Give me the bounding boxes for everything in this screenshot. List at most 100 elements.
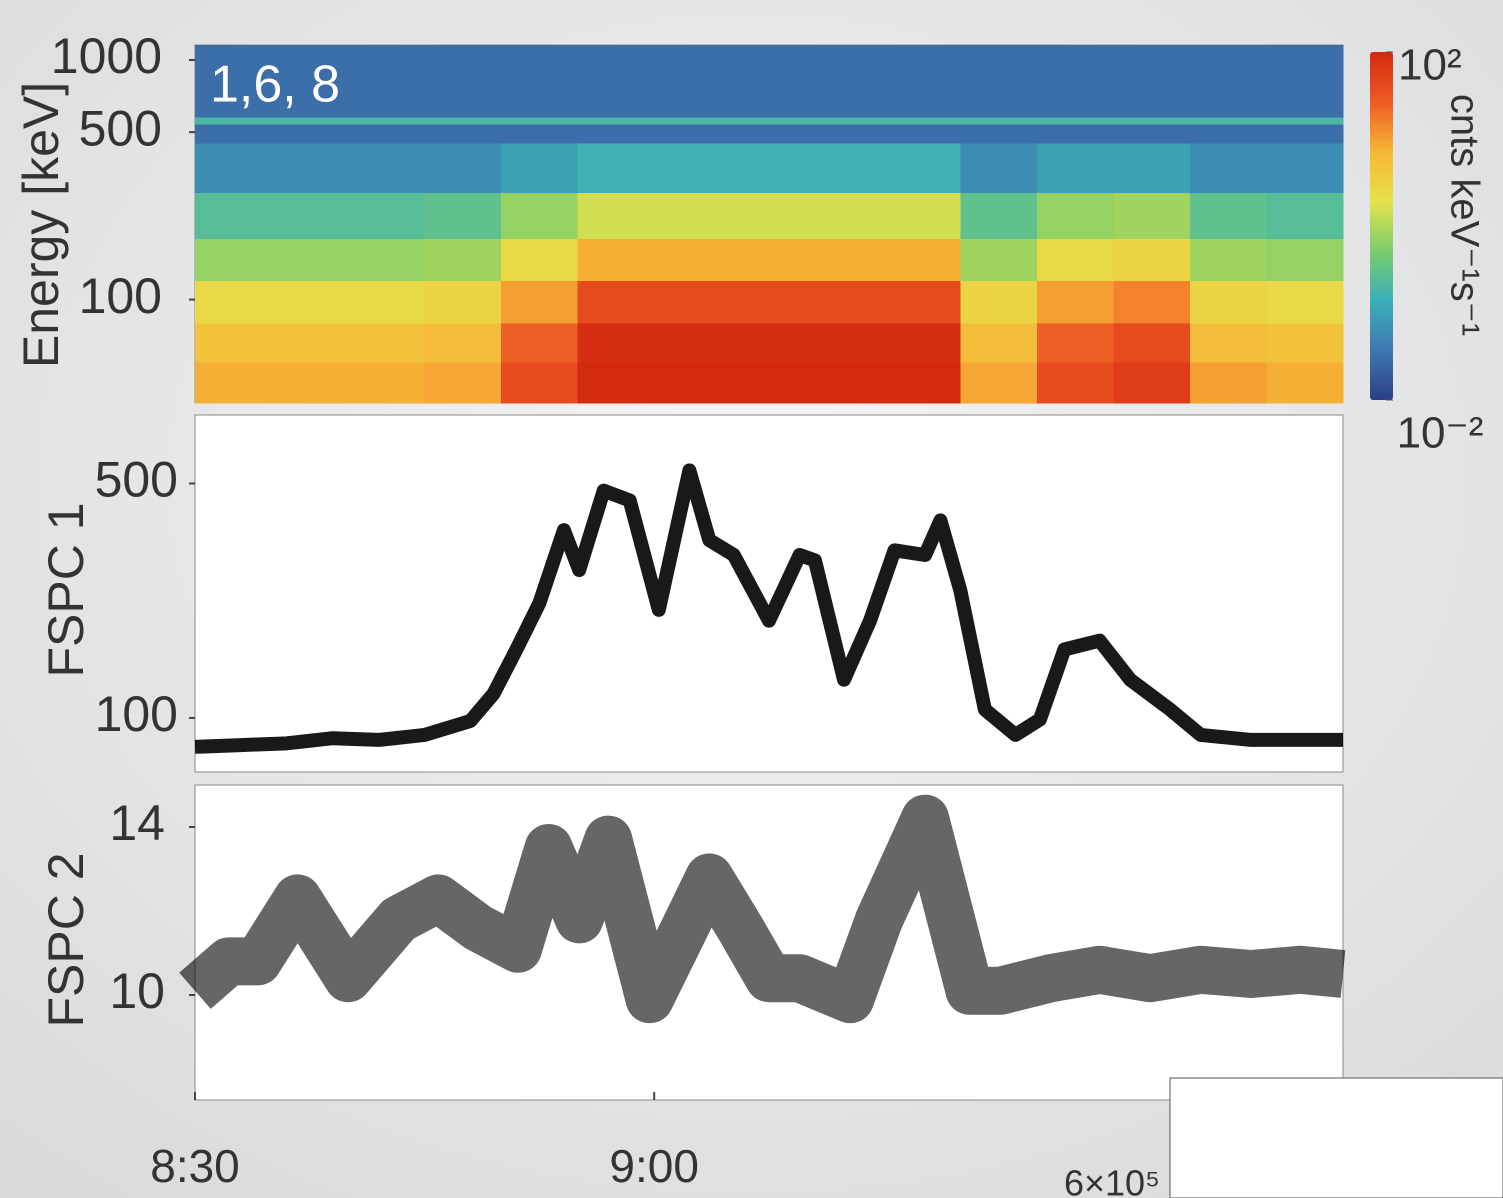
colorbar-label: cnts keV⁻¹s⁻¹: [1442, 94, 1486, 336]
heatmap-cell: [960, 192, 1038, 240]
heatmap-cell: [730, 361, 808, 404]
heatmap-cell: [577, 280, 655, 324]
heatmap-cell: [1189, 143, 1268, 194]
heatmap-cell: [577, 143, 655, 194]
heatmap-cell: [730, 322, 808, 363]
heatmap-cell: [1189, 238, 1268, 282]
heatmap-cell: [1189, 322, 1268, 363]
heatmap-cell: [1189, 280, 1268, 324]
heatmap-cell: [1189, 192, 1268, 240]
heatmap-cell: [654, 238, 732, 282]
y-tick-label: 100: [79, 268, 162, 324]
heatmap-cell: [654, 124, 732, 144]
heatmap-cell: [883, 361, 961, 404]
heatmap-cell: [1189, 116, 1268, 125]
heatmap-cell: [1189, 45, 1268, 118]
heatmap-cell: [1113, 116, 1191, 125]
y-tick-label: 100: [95, 686, 178, 742]
heatmap-cell: [195, 361, 273, 404]
heatmap-cell: [960, 361, 1038, 404]
heatmap-cell: [807, 143, 885, 194]
heatmap-cell: [195, 45, 273, 118]
heatmap-cell: [1266, 116, 1344, 125]
heatmap-cell: [1113, 238, 1191, 282]
heatmap-cell: [807, 192, 885, 240]
heatmap-cell: [577, 116, 655, 125]
heatmap-cell: [654, 322, 732, 363]
heatmap-cell: [501, 192, 579, 240]
heatmap-cell: [960, 143, 1038, 194]
heatmap-cell: [195, 143, 273, 194]
heatmap-cell: [1036, 280, 1114, 324]
heatmap-cell: [730, 116, 808, 125]
y-tick-label: 500: [95, 452, 178, 508]
colorbar: [1370, 52, 1393, 400]
heatmap-cell: [1266, 143, 1344, 194]
heatmap-cell: [501, 322, 579, 363]
heatmap-cell: [654, 45, 732, 118]
heatmap-cell: [424, 143, 502, 194]
heatmap-cell: [501, 116, 579, 125]
heatmap-cell: [1189, 124, 1268, 144]
heatmap-cell: [1113, 322, 1191, 363]
heatmap-cell: [271, 124, 349, 144]
colorbar-tick-label: 10²: [1398, 41, 1462, 90]
y-axis-label: FSPC 1: [38, 502, 94, 677]
heatmap-cell: [195, 124, 273, 144]
heatmap-cell: [654, 192, 732, 240]
heatmap-cell: [1113, 280, 1191, 324]
heatmap-cell: [730, 238, 808, 282]
inset-tick-label: 6×10⁵: [1064, 1163, 1160, 1198]
heatmap-cell: [1113, 361, 1191, 404]
y-tick-label: 14: [109, 795, 165, 851]
heatmap-cell: [271, 280, 349, 324]
heatmap-cell: [195, 192, 273, 240]
heatmap-cell: [730, 280, 808, 324]
heatmap-cell: [195, 116, 273, 125]
heatmap-cell: [883, 143, 961, 194]
y-tick-label: 500: [79, 100, 162, 156]
heatmap-cell: [1266, 45, 1344, 118]
heatmap-cell: [960, 280, 1038, 324]
heatmap-cell: [654, 116, 732, 125]
heatmap-cell: [883, 280, 961, 324]
heatmap-cell: [654, 143, 732, 194]
annotation: 1,6, 8: [210, 56, 340, 114]
heatmap-cell: [348, 192, 426, 240]
heatmap-cell: [271, 192, 349, 240]
heatmap-cell: [424, 116, 502, 125]
heatmap-cell: [348, 322, 426, 363]
heatmap-cell: [271, 116, 349, 125]
heatmap-cell: [577, 361, 655, 404]
colorbar-tick-label: 10⁻²: [1397, 409, 1484, 458]
heatmap-cell: [1036, 322, 1114, 363]
heatmap-cell: [730, 143, 808, 194]
heatmap-cell: [960, 116, 1038, 125]
heatmap-cell: [654, 280, 732, 324]
heatmap-cell: [501, 124, 579, 144]
heatmap-cell: [348, 143, 426, 194]
heatmap-cell: [1266, 361, 1344, 404]
heatmap-cell: [1036, 238, 1114, 282]
heatmap-cell: [348, 45, 426, 118]
heatmap-cell: [424, 361, 502, 404]
heatmap-cell: [195, 238, 273, 282]
heatmap-cell: [271, 322, 349, 363]
heatmap-cell: [1113, 124, 1191, 144]
heatmap-cell: [807, 280, 885, 324]
heatmap-cell: [1113, 143, 1191, 194]
y-tick-label: 1000: [51, 28, 162, 84]
heatmap-cell: [577, 322, 655, 363]
heatmap-cell: [1036, 45, 1114, 118]
heatmap-cell: [1036, 192, 1114, 240]
heatmap-cell: [1266, 280, 1344, 324]
data-line: [195, 819, 1343, 1000]
heatmap-cell: [807, 322, 885, 363]
heatmap-cell: [960, 322, 1038, 363]
heatmap-cell: [807, 124, 885, 144]
heatmap-cell: [195, 322, 273, 363]
x-tick-label: 8:30: [150, 1140, 240, 1192]
heatmap-cell: [348, 116, 426, 125]
heatmap-cell: [960, 238, 1038, 282]
